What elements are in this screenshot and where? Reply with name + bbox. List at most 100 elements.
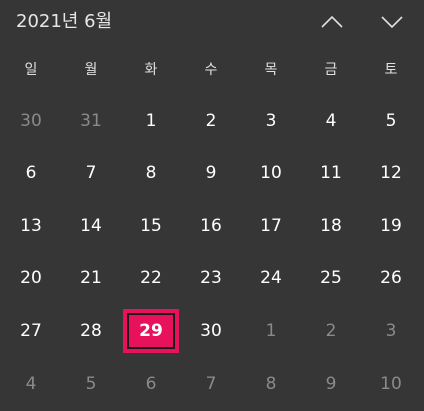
chevron-down-icon	[381, 16, 403, 29]
day-number: 24	[260, 268, 282, 288]
day-cell[interactable]: 26	[365, 256, 417, 300]
day-number: 1	[265, 321, 277, 341]
day-cell[interactable]: 8	[125, 151, 177, 195]
day-cell[interactable]: 8	[245, 362, 297, 406]
day-number: 10	[380, 374, 402, 394]
day-number: 6	[25, 163, 37, 183]
day-cell[interactable]: 10	[365, 362, 417, 406]
day-cell[interactable]: 3	[245, 99, 297, 143]
day-number: 3	[265, 111, 277, 131]
day-cell[interactable]: 5	[365, 99, 417, 143]
day-cell[interactable]: 23	[185, 256, 237, 300]
day-number: 9	[205, 163, 217, 183]
chevron-up-icon	[321, 15, 343, 28]
day-cell[interactable]: 30	[5, 99, 57, 143]
day-cell[interactable]: 22	[125, 256, 177, 300]
day-cell[interactable]: 4	[5, 362, 57, 406]
calendar-header: 2021년 6월	[0, 0, 424, 46]
day-number: 7	[85, 163, 97, 183]
day-number: 23	[200, 268, 222, 288]
day-number: 14	[80, 216, 102, 236]
weekday-label: 월	[84, 62, 98, 78]
day-cell[interactable]: 2	[185, 99, 237, 143]
day-number: 29	[139, 321, 163, 341]
day-number: 5	[385, 111, 397, 131]
weekday-label: 목	[264, 62, 278, 78]
day-number: 13	[20, 216, 42, 236]
day-cell[interactable]: 16	[185, 204, 237, 248]
day-cell[interactable]: 17	[245, 204, 297, 248]
day-number: 8	[265, 374, 277, 394]
weekday-label: 화	[144, 62, 158, 78]
day-cell[interactable]: 9	[305, 362, 357, 406]
day-cell[interactable]: 20	[5, 256, 57, 300]
day-number: 30	[200, 321, 222, 341]
day-number: 12	[380, 163, 402, 183]
day-cell[interactable]: 15	[125, 204, 177, 248]
day-number: 16	[200, 216, 222, 236]
day-cell[interactable]: 5	[65, 362, 117, 406]
day-cell[interactable]: 12	[365, 151, 417, 195]
day-number: 28	[80, 321, 102, 341]
weekday-label: 금	[324, 62, 338, 78]
day-cell[interactable]: 11	[305, 151, 357, 195]
day-number: 10	[260, 163, 282, 183]
day-number: 26	[380, 268, 402, 288]
day-cell[interactable]: 7	[65, 151, 117, 195]
day-number: 4	[325, 111, 337, 131]
day-cell[interactable]: 18	[305, 204, 357, 248]
day-number: 2	[205, 111, 217, 131]
day-cell-today[interactable]: 29	[123, 309, 179, 353]
next-month-button[interactable]	[372, 6, 412, 38]
day-cell[interactable]: 28	[65, 309, 117, 353]
day-number: 2	[325, 321, 337, 341]
day-number: 5	[85, 374, 97, 394]
day-number: 4	[25, 374, 37, 394]
day-cell[interactable]: 10	[245, 151, 297, 195]
weekday-label: 수	[204, 62, 218, 78]
day-number: 7	[205, 374, 217, 394]
day-cell[interactable]: 21	[65, 256, 117, 300]
day-number: 17	[260, 216, 282, 236]
day-number: 21	[80, 268, 102, 288]
day-cell[interactable]: 6	[5, 151, 57, 195]
day-cell[interactable]: 24	[245, 256, 297, 300]
day-cell[interactable]: 1	[125, 99, 177, 143]
day-number: 9	[325, 374, 337, 394]
day-number: 22	[140, 268, 162, 288]
day-number: 15	[140, 216, 162, 236]
day-cell[interactable]: 13	[5, 204, 57, 248]
day-number: 20	[20, 268, 42, 288]
day-number: 3	[385, 321, 397, 341]
previous-month-button[interactable]	[312, 6, 352, 38]
day-number: 6	[145, 374, 157, 394]
month-title[interactable]: 2021년 6월	[16, 11, 113, 32]
day-cell[interactable]: 14	[65, 204, 117, 248]
weekday-label: 토	[384, 62, 398, 78]
today-focus-ring	[127, 313, 175, 349]
day-cell[interactable]: 7	[185, 362, 237, 406]
day-number: 1	[145, 111, 157, 131]
day-number: 8	[145, 163, 157, 183]
day-cell[interactable]: 3	[365, 309, 417, 353]
day-cell[interactable]: 25	[305, 256, 357, 300]
day-cell[interactable]: 2	[305, 309, 357, 353]
day-number: 11	[320, 163, 342, 183]
day-number: 27	[20, 321, 42, 341]
day-cell[interactable]: 6	[125, 362, 177, 406]
day-number: 19	[380, 216, 402, 236]
day-cell[interactable]: 19	[365, 204, 417, 248]
day-number: 30	[20, 111, 42, 131]
weekday-label: 일	[24, 62, 38, 78]
day-cell[interactable]: 4	[305, 99, 357, 143]
day-number: 31	[80, 111, 102, 131]
day-cell[interactable]: 1	[245, 309, 297, 353]
day-cell[interactable]: 9	[185, 151, 237, 195]
day-cell[interactable]: 30	[185, 309, 237, 353]
day-number: 25	[320, 268, 342, 288]
day-cell[interactable]: 27	[5, 309, 57, 353]
day-cell[interactable]: 31	[65, 99, 117, 143]
